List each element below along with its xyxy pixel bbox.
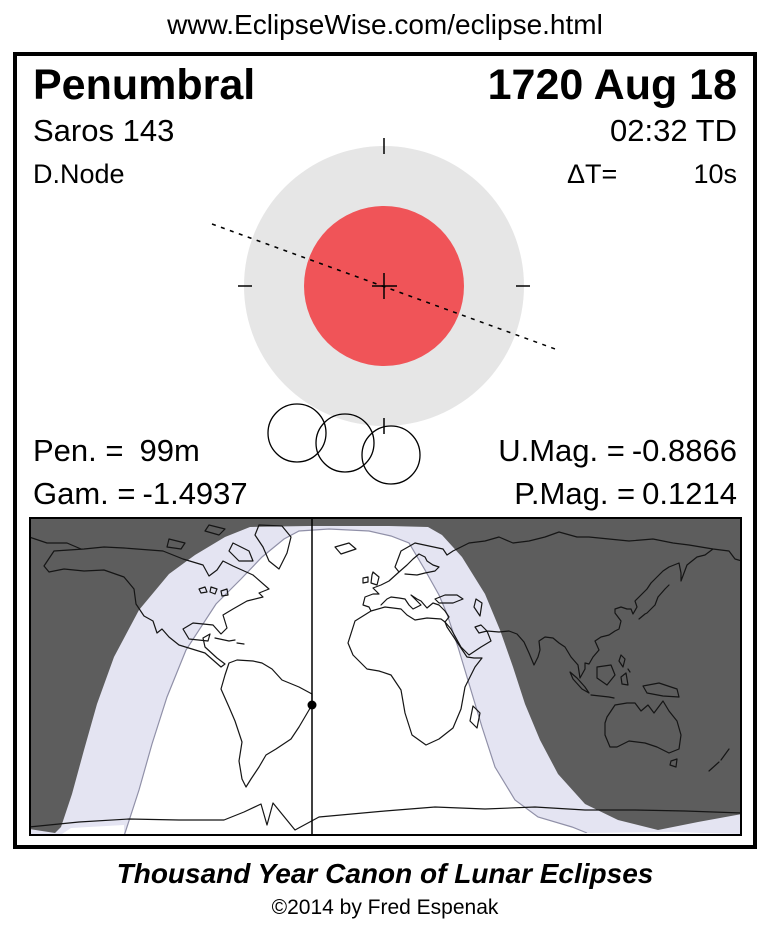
pmag-label: P.Mag. = <box>514 476 636 511</box>
eclipse-date: 1720 Aug 18 <box>487 61 737 109</box>
coast-arctic-islands <box>166 524 254 562</box>
coast-iceland <box>334 542 357 555</box>
coast-greenland <box>254 524 292 570</box>
shadow-diagram <box>211 138 559 485</box>
coast-south-america <box>220 659 313 788</box>
coast-antarctica <box>29 802 742 831</box>
coast-japan <box>638 584 670 620</box>
gam-label: Gam. = <box>33 476 136 511</box>
eclipse-type: Penumbral <box>33 61 256 109</box>
coast-asia-south <box>444 548 714 679</box>
node-label: D.Node <box>33 159 125 189</box>
delta-t-label: ΔT= <box>567 159 618 189</box>
shadow-center-cross <box>372 273 397 299</box>
umbral-magnitude: U.Mag. = -0.8866 <box>498 433 737 469</box>
pen-label: Pen. = <box>33 433 124 468</box>
page-url-title: www.EclipseWise.com/eclipse.html <box>167 9 603 40</box>
gamma: Gam. = -1.4937 <box>33 476 248 512</box>
coast-mediterranean <box>380 594 450 623</box>
coast-australia <box>604 700 682 768</box>
moon-position-circle <box>361 425 421 485</box>
coast-caspian-sea <box>473 598 483 617</box>
ecliptic-line <box>211 223 559 351</box>
coast-siberia-tip <box>29 536 82 550</box>
coast-madagascar <box>469 705 481 729</box>
coast-africa <box>347 606 483 746</box>
pmag-value: 0.1214 <box>642 476 737 511</box>
coast-great-lakes <box>198 586 229 597</box>
eclipse-card: Penumbral 1720 Aug 18 Saros 143 02:32 TD… <box>13 52 757 849</box>
coast-baltic <box>398 553 440 576</box>
canon-title: Thousand Year Canon of Lunar Eclipses <box>116 858 654 889</box>
antarctic-white-strip-west <box>59 825 124 836</box>
moon-position-circle <box>315 413 375 473</box>
not-visible-region-west <box>29 517 428 833</box>
delta-t-row: ΔT= 10s <box>567 159 737 190</box>
moon-position-circle <box>267 403 327 463</box>
zenith-point <box>307 700 317 710</box>
gam-value: -1.4937 <box>142 476 248 511</box>
copyright: ©2014 by Fred Espenak <box>271 896 499 919</box>
coast-caribbean <box>214 637 245 645</box>
greatest-eclipse-time: 02:32 TD <box>610 113 737 148</box>
coastlines <box>29 524 742 831</box>
visible-region-edge <box>123 528 588 836</box>
coast-black-sea <box>434 594 464 604</box>
delta-t-value: 10s <box>693 159 737 189</box>
coast-new-zealand <box>708 748 730 772</box>
visibility-map <box>29 517 742 836</box>
coast-indonesia <box>569 664 680 699</box>
pen-value: 99m <box>139 433 200 468</box>
umag-value: -0.8866 <box>631 433 737 468</box>
saros-series: Saros 143 <box>33 113 175 148</box>
not-visible-region-east <box>428 517 742 830</box>
coast-philippines <box>618 654 631 673</box>
penumbral-duration: Pen. = 99m <box>33 433 200 469</box>
umag-label: U.Mag. = <box>498 433 625 468</box>
coast-british-isles <box>362 571 380 586</box>
coast-europe-atlantic-arctic <box>362 531 742 612</box>
penumbral-magnitude: P.Mag. = 0.1214 <box>514 476 737 512</box>
coast-north-america <box>43 546 270 668</box>
map-border <box>29 517 742 836</box>
